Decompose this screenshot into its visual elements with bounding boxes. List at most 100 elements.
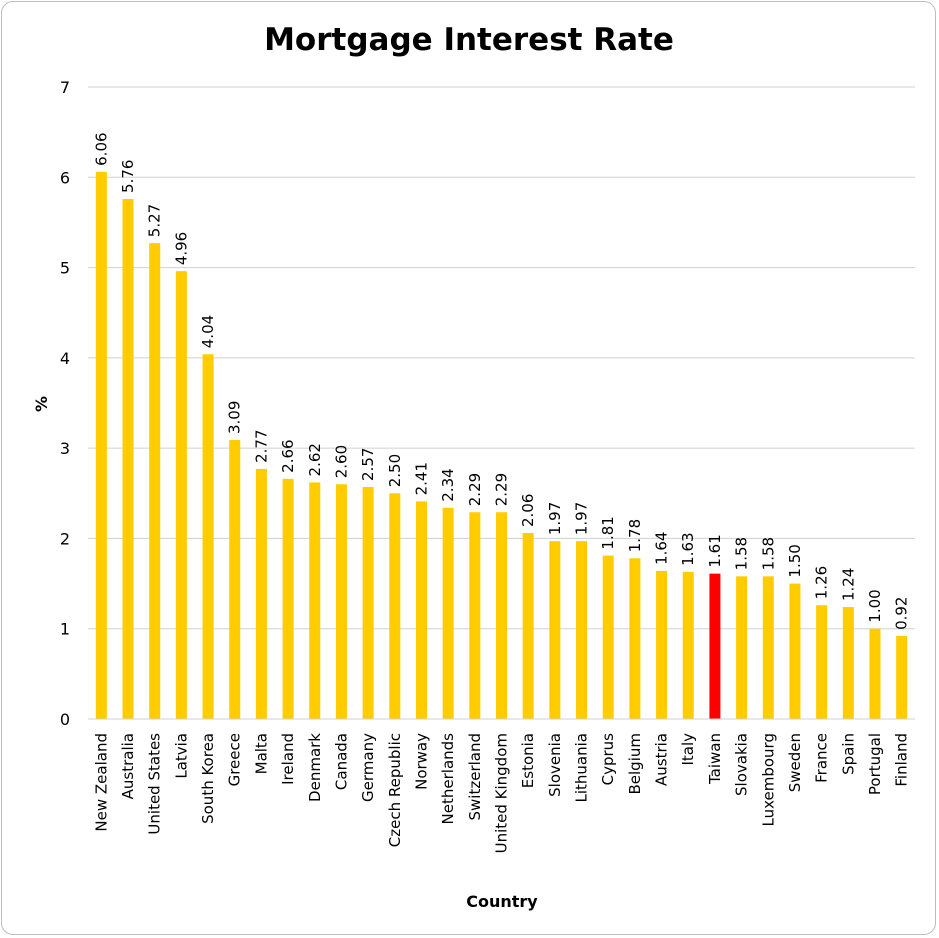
bar xyxy=(335,484,347,719)
bar xyxy=(95,171,107,719)
bar xyxy=(202,354,214,719)
data-label: 6.06 xyxy=(92,132,110,165)
data-label: 1.24 xyxy=(839,568,857,601)
gridlines xyxy=(88,86,915,630)
data-label: 4.96 xyxy=(172,232,190,265)
bar xyxy=(736,576,748,719)
x-category-label: Latvia xyxy=(172,733,190,779)
y-tick-label: 4 xyxy=(60,349,70,368)
x-axis-categories: New Zealand Australia United States Latvia S… xyxy=(92,733,910,854)
bar xyxy=(389,493,401,719)
bar xyxy=(255,468,267,719)
bar xyxy=(282,478,294,719)
data-label: 1.58 xyxy=(733,537,751,570)
x-category-label: Netherlands xyxy=(439,733,457,825)
x-category-label: Sweden xyxy=(786,733,804,792)
x-category-label: Finland xyxy=(893,733,911,787)
bar xyxy=(682,571,694,719)
x-category-label: United States xyxy=(146,733,164,835)
bar xyxy=(842,607,854,719)
data-label: 2.50 xyxy=(386,454,404,487)
x-category-label: Denmark xyxy=(306,733,324,802)
data-label: 2.34 xyxy=(439,468,457,501)
bar xyxy=(496,512,507,719)
data-label: 1.64 xyxy=(653,532,671,565)
bar xyxy=(122,198,134,719)
data-label: 0.92 xyxy=(893,597,911,630)
data-label: 1.63 xyxy=(679,532,697,565)
bar xyxy=(789,583,801,719)
data-label: 2.29 xyxy=(466,473,484,506)
x-category-label: Malta xyxy=(252,733,270,774)
x-category-label: Lithuania xyxy=(573,733,591,802)
data-label: 1.97 xyxy=(546,502,564,535)
data-labels: 6.06 5.76 5.27 4.96 4.04 3.09 2.77 2.66 2.62 2.60… xyxy=(92,132,910,629)
data-label: 2.41 xyxy=(412,462,430,495)
x-category-label: Germany xyxy=(359,733,377,802)
y-axis-ticks: 0 1 2 3 4 5 6 7 xyxy=(60,78,70,729)
x-category-label: Estonia xyxy=(519,733,537,788)
data-label: 2.62 xyxy=(306,443,324,476)
data-label: 1.00 xyxy=(866,589,884,622)
bar xyxy=(602,555,614,719)
data-label: 1.26 xyxy=(813,566,831,599)
data-label: 2.60 xyxy=(332,445,350,478)
data-label: 4.04 xyxy=(199,315,217,348)
y-tick-label: 5 xyxy=(60,259,70,278)
bar xyxy=(175,271,187,719)
data-label: 1.61 xyxy=(706,534,724,567)
bar xyxy=(229,440,241,719)
data-label: 3.09 xyxy=(226,401,244,434)
x-category-label: Luxembourg xyxy=(759,733,777,827)
x-category-label: Ireland xyxy=(279,733,297,785)
x-category-label: Australia xyxy=(119,733,137,799)
y-tick-label: 1 xyxy=(60,620,70,639)
data-label: 1.78 xyxy=(626,519,644,552)
bar xyxy=(362,486,374,719)
data-label: 2.57 xyxy=(359,448,377,481)
bar xyxy=(656,570,668,719)
data-label: 2.29 xyxy=(493,473,511,506)
x-category-label: Slovakia xyxy=(733,733,751,796)
x-category-label: Czech Republic xyxy=(386,733,404,847)
x-category-label: Cyprus xyxy=(599,733,617,786)
bar xyxy=(309,482,321,719)
bar xyxy=(149,243,161,720)
x-category-label: Austria xyxy=(653,733,671,786)
bar xyxy=(629,558,641,719)
x-category-label: Switzerland xyxy=(466,733,484,821)
x-category-label: New Zealand xyxy=(92,733,110,832)
bars xyxy=(95,171,908,720)
x-category-label: Portugal xyxy=(866,733,884,795)
data-label: 1.50 xyxy=(786,544,804,577)
x-category-label: Norway xyxy=(412,733,430,790)
data-label: 2.77 xyxy=(252,430,270,463)
x-category-label: Canada xyxy=(332,733,350,790)
x-category-label: Spain xyxy=(839,733,857,775)
y-axis-title: % xyxy=(32,396,51,412)
data-label: 1.81 xyxy=(599,516,617,549)
chart-title: Mortgage Interest Rate xyxy=(264,22,674,58)
bar xyxy=(896,635,908,719)
y-tick-label: 3 xyxy=(60,439,70,458)
x-axis-title: Country xyxy=(466,892,538,911)
x-category-label: Belgium xyxy=(626,733,644,795)
bar xyxy=(576,541,588,719)
x-category-label: France xyxy=(813,733,831,783)
x-category-label: Greece xyxy=(226,733,244,786)
x-category-label: South Korea xyxy=(199,733,217,824)
y-tick-label: 7 xyxy=(60,78,70,97)
y-tick-label: 0 xyxy=(60,710,70,729)
data-label: 2.06 xyxy=(519,494,537,527)
data-label: 5.27 xyxy=(146,204,164,237)
bar xyxy=(415,501,427,719)
x-category-label: Taiwan xyxy=(706,733,724,785)
x-category-label: Slovenia xyxy=(546,733,564,797)
data-label: 5.76 xyxy=(119,160,137,193)
x-category-label: Italy xyxy=(679,733,697,766)
y-tick-label: 6 xyxy=(60,168,70,187)
bar xyxy=(469,512,481,719)
data-label: 2.66 xyxy=(279,439,297,472)
bar xyxy=(762,576,774,719)
bar xyxy=(442,507,454,719)
